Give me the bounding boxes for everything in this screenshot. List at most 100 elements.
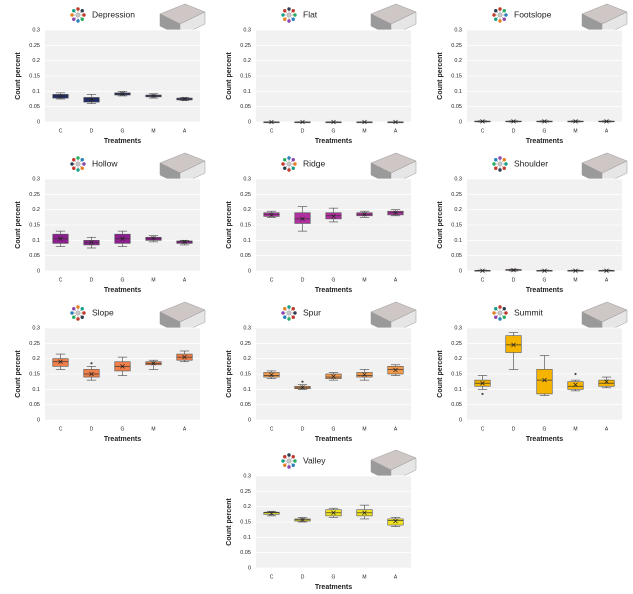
mean-marker <box>573 382 578 387</box>
panel-title: Footslope <box>514 9 552 19</box>
mean-marker <box>89 371 94 377</box>
y-tick-label: 0.1 <box>32 387 40 393</box>
x-tick-label: C <box>59 128 63 134</box>
x-tick-label: D <box>512 277 516 283</box>
x-tick-label: M <box>573 277 577 283</box>
y-tick-label: 0.25 <box>451 43 462 49</box>
x-tick-label: C <box>270 574 274 580</box>
x-tick-label: D <box>512 128 516 134</box>
icon-dot <box>72 158 76 162</box>
mean-marker <box>151 235 156 241</box>
mean-marker <box>182 96 187 102</box>
icon-dot <box>293 162 297 166</box>
y-tick-label: 0 <box>248 417 251 423</box>
y-tick-label: 0.05 <box>451 402 462 408</box>
y-tick-label: 0.05 <box>240 104 251 110</box>
y-axis-label: Count percent <box>437 52 444 100</box>
x-tick-label: C <box>270 426 274 432</box>
icon-dot <box>498 19 502 23</box>
icon-dot <box>283 315 287 319</box>
mean-marker <box>573 119 578 124</box>
mean-marker <box>269 372 274 378</box>
icon-dot <box>504 13 508 17</box>
y-tick-label: 0.25 <box>451 192 462 198</box>
y-tick-label: 0.2 <box>32 356 40 362</box>
x-tick-label: M <box>362 426 366 432</box>
icon-dot <box>498 305 502 309</box>
icon-dot <box>504 311 508 315</box>
x-tick-label: D <box>90 277 94 283</box>
icon-dot <box>76 305 80 309</box>
icon-dot <box>498 156 502 160</box>
mean-marker <box>542 377 547 383</box>
icon-dot <box>287 156 291 160</box>
box <box>567 381 584 390</box>
icon-center <box>498 162 502 166</box>
icon-dot <box>82 311 86 315</box>
icon-dot <box>502 315 506 319</box>
mean-marker <box>120 91 125 97</box>
y-axis-label: Count percent <box>15 201 22 249</box>
y-tick-label: 0.05 <box>29 104 40 110</box>
mean-marker <box>151 361 156 366</box>
icon-dot <box>494 17 498 21</box>
icon-dot <box>494 158 498 162</box>
outlier <box>90 362 93 365</box>
y-tick-label: 0.25 <box>240 43 251 49</box>
outlier <box>574 372 577 376</box>
x-axis-label: Treatments <box>526 287 563 294</box>
mean-marker <box>120 364 125 369</box>
y-tick-label: 0.25 <box>29 192 40 198</box>
icon-dot <box>492 13 496 17</box>
icon-dot <box>80 166 84 170</box>
icon-dot <box>293 13 297 17</box>
icon-dot <box>287 7 291 11</box>
mean-marker <box>362 119 367 125</box>
icon-dot <box>70 311 74 315</box>
mean-marker <box>269 119 274 125</box>
y-tick-label: 0.1 <box>32 238 40 244</box>
icon-center <box>498 13 502 17</box>
x-tick-label: G <box>121 426 125 432</box>
icon-dot <box>283 9 287 13</box>
y-tick-label: 0 <box>248 268 251 274</box>
icon-dot <box>494 166 498 170</box>
panel-title: Valley <box>303 455 326 465</box>
icon-dot <box>293 311 297 315</box>
y-tick-label: 0.15 <box>451 222 462 228</box>
x-tick-label: C <box>481 128 485 134</box>
x-tick-label: M <box>573 128 577 134</box>
y-tick-label: 0.15 <box>29 73 40 79</box>
panel: Footslope 0 0.05 0.1 0.15 0.2 0.25 0.3 Count per… <box>437 3 628 145</box>
y-tick-label: 0.3 <box>243 27 251 33</box>
x-tick-label: G <box>332 277 336 283</box>
y-tick-label: 0 <box>37 268 40 274</box>
box <box>536 369 553 395</box>
box <box>52 358 69 367</box>
y-tick-label: 0.2 <box>454 58 462 64</box>
mean-marker <box>362 372 367 377</box>
icon-dot <box>291 463 295 467</box>
x-axis-label: Treatments <box>315 584 352 591</box>
y-tick-label: 0.25 <box>451 341 462 347</box>
x-tick-label: A <box>605 128 609 134</box>
icon-dot <box>82 162 86 166</box>
x-tick-label: A <box>183 277 187 283</box>
icon-dot <box>82 13 86 17</box>
panel: Summit 0 0.05 0.1 0.15 0.2 0.25 0.3 Count percen… <box>437 301 628 443</box>
icon-dot <box>72 166 76 170</box>
panel-title: Depression <box>92 9 135 19</box>
icon-dot <box>291 307 295 311</box>
x-tick-label: G <box>543 277 547 283</box>
icon-dot <box>70 13 74 17</box>
panel: Shoulder 0 0.05 0.1 0.15 0.2 0.25 0.3 Count perc… <box>437 152 628 294</box>
x-tick-label: M <box>573 426 577 432</box>
y-tick-label: 0.2 <box>454 356 462 362</box>
icon-dot <box>70 162 74 166</box>
mean-marker <box>393 210 398 215</box>
mean-marker <box>331 510 336 516</box>
y-tick-label: 0.15 <box>240 371 251 377</box>
panel: Slope 0 0.05 0.1 0.15 0.2 0.25 0.3 Count percent… <box>15 301 206 443</box>
y-tick-label: 0.2 <box>243 356 251 362</box>
y-tick-label: 0.3 <box>243 473 251 479</box>
